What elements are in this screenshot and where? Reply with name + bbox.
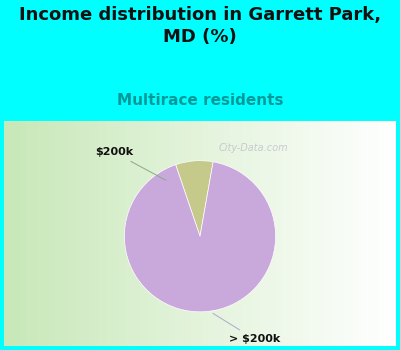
Text: City-Data.com: City-Data.com (218, 144, 288, 153)
Text: > $200k: > $200k (213, 313, 280, 344)
Text: Multirace residents: Multirace residents (117, 93, 283, 108)
Wedge shape (176, 161, 213, 236)
Wedge shape (124, 162, 276, 312)
Text: Income distribution in Garrett Park,
MD (%): Income distribution in Garrett Park, MD … (19, 6, 381, 46)
Text: $200k: $200k (95, 147, 166, 180)
